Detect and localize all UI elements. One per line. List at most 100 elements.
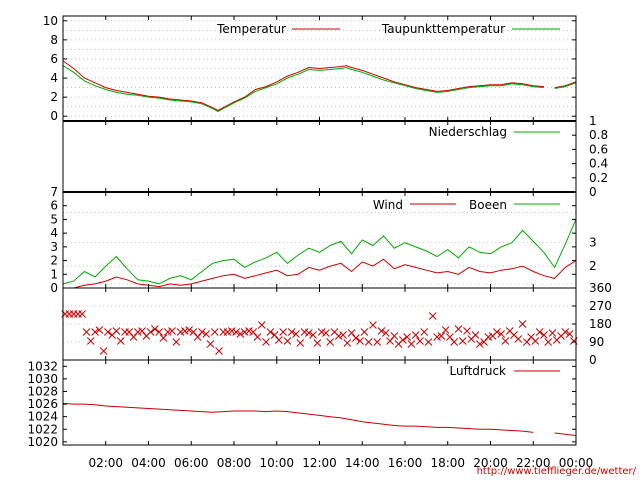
- wind-direction-point: [257, 321, 266, 329]
- wind-direction-point: [351, 334, 360, 342]
- wind-direction-point: [292, 330, 300, 338]
- wind-direction-point: [548, 329, 557, 337]
- wind-direction-point: [322, 329, 330, 337]
- wind-direction-point: [266, 328, 275, 336]
- wind-direction-point: [369, 321, 377, 329]
- legend-boeen-label: Boeen: [469, 198, 507, 212]
- wind-direction-point: [198, 328, 206, 336]
- wind-direction-point: [151, 325, 159, 333]
- x-tick-label: 14:00: [345, 456, 380, 470]
- wind-direction-point: [377, 327, 386, 335]
- wind-y-tick-label: 2: [50, 254, 58, 268]
- wind-direction-point: [403, 333, 411, 341]
- grid-lines: [63, 20, 576, 343]
- wind-direction-point: [253, 333, 262, 341]
- wind-direction-point: [441, 326, 450, 334]
- precipitation-y-tick-label-right: 0.8: [589, 128, 608, 142]
- temperature-y-tick-label: 4: [50, 71, 58, 85]
- precipitation-y-tick-label-right: 0.2: [589, 171, 608, 185]
- wind-direction-point: [95, 326, 104, 334]
- wind-direction-point: [296, 339, 305, 347]
- wind-direction-point: [463, 327, 471, 335]
- x-tick-label: 12:00: [302, 456, 337, 470]
- wind-direction-point: [249, 328, 258, 336]
- wind-y-tick-label: 1: [50, 267, 58, 281]
- wind-direction-point: [206, 340, 215, 348]
- wind-direction-point: [416, 337, 424, 345]
- wind-direction-point: [347, 329, 356, 337]
- legend-temperatur-label: Temperatur: [216, 22, 286, 36]
- wind-direction-point: [544, 338, 553, 346]
- wind-direction-point: [189, 328, 198, 336]
- wind-direction-point: [386, 337, 394, 345]
- wind-y-tick-label: 4: [50, 226, 58, 240]
- wind-direction-point: [91, 328, 99, 336]
- legend-niederschlag-label: Niederschlag: [429, 125, 507, 139]
- x-tick-label: 16:00: [388, 456, 423, 470]
- pressure-luftdruck-line: [62, 402, 577, 437]
- wind-direction-point: [471, 331, 480, 339]
- temperature-y-tick-label: 8: [50, 33, 58, 47]
- wind-direction-point: [168, 327, 176, 335]
- wind-direction-point: [326, 338, 335, 346]
- wind-direction-point: [138, 327, 146, 335]
- wind-direction-point: [522, 338, 531, 346]
- wind-direction-y-tick-label-right: 90: [589, 335, 604, 349]
- legend-wind-label: Wind: [373, 198, 403, 212]
- legend-taupunkttemperatur-label: Taupunkttemperatur: [381, 22, 505, 36]
- wind-direction-point: [343, 339, 352, 347]
- temperature-y-tick-label: 2: [50, 90, 58, 104]
- wind-direction-point: [373, 338, 382, 346]
- wind-direction-point: [531, 337, 540, 345]
- wind-direction-point: [99, 347, 108, 355]
- wind-direction-point: [446, 333, 454, 341]
- wind-direction-point: [232, 328, 240, 336]
- wind-direction-point: [78, 310, 87, 318]
- wind-direction-point: [125, 328, 134, 336]
- wind-direction-point: [381, 329, 390, 337]
- wind-direction-point: [561, 328, 570, 336]
- axis-ticks: 024681000.20.40.60.810123456723090180270…: [27, 14, 611, 470]
- wind-direction-point: [437, 332, 446, 340]
- credit-link[interactable]: http://www.tiefflieger.de/wetter/: [476, 466, 636, 477]
- wind-direction-point: [159, 334, 168, 342]
- wind-direction-point: [210, 328, 219, 336]
- wind-right-axis-label: 3: [589, 236, 597, 250]
- wind-y-tick-label: 6: [50, 199, 58, 213]
- wind-direction-point: [172, 338, 181, 346]
- wind-direction-point: [283, 337, 292, 345]
- pressure-y-tick-label: 1024: [27, 410, 58, 424]
- precipitation-y-tick-label-right: 0.6: [589, 142, 608, 156]
- wind-direction-point: [535, 328, 544, 336]
- wind-boeen-line: [62, 219, 577, 285]
- wind-direction-point: [116, 337, 125, 345]
- wind-direction-point: [270, 331, 279, 339]
- precipitation-y-tick-label-right: 0.4: [589, 157, 608, 171]
- wind-direction-point: [497, 330, 506, 338]
- pressure-y-tick-label: 1020: [27, 435, 58, 449]
- wind-direction-point: [364, 338, 373, 346]
- wind-direction-point: [407, 340, 416, 348]
- wind-direction-y-tick-label-right: 360: [589, 281, 612, 295]
- pressure-y-tick-label: 1026: [27, 397, 58, 411]
- wind-direction-point: [86, 337, 95, 345]
- wind-direction-point: [428, 312, 437, 320]
- wind-direction-point: [411, 331, 420, 339]
- wind-direction-point: [304, 329, 313, 337]
- wind-direction-point: [501, 337, 510, 345]
- wind-direction-point: [424, 338, 433, 346]
- precipitation-y-tick-label-right: 1: [589, 114, 597, 128]
- wind-direction-point: [185, 326, 193, 334]
- precipitation-y-tick-label-right: 0: [589, 185, 597, 199]
- wind-direction-point: [202, 330, 211, 338]
- pressure-y-tick-label: 1030: [27, 372, 58, 386]
- x-tick-label: 18:00: [430, 456, 465, 470]
- wind-direction-point: [450, 338, 459, 346]
- wind-direction-point: [155, 328, 164, 336]
- wind-direction-point: [360, 328, 369, 336]
- wind-direction-point: [454, 325, 463, 333]
- wind-direction-point: [518, 320, 527, 328]
- wind-direction-point: [275, 336, 283, 344]
- wind-direction-point: [480, 338, 488, 346]
